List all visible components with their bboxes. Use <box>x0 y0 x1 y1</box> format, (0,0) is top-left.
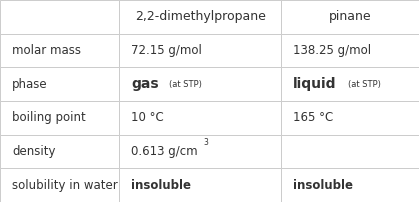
Bar <box>281 135 419 168</box>
Bar <box>281 168 419 202</box>
Bar <box>119 101 281 135</box>
Bar <box>0 0 119 34</box>
Bar <box>119 67 281 101</box>
Text: solubility in water: solubility in water <box>12 179 118 192</box>
Text: gas: gas <box>132 77 159 91</box>
Text: 0.613 g/cm: 0.613 g/cm <box>132 145 198 158</box>
Bar <box>0 101 119 135</box>
Text: 10 °C: 10 °C <box>132 111 164 124</box>
Text: (at STP): (at STP) <box>169 80 202 89</box>
Text: pinane: pinane <box>328 10 371 23</box>
Text: 138.25 g/mol: 138.25 g/mol <box>293 44 371 57</box>
Text: 2,2-dimethylpropane: 2,2-dimethylpropane <box>134 10 266 23</box>
Bar <box>281 0 419 34</box>
Bar <box>281 101 419 135</box>
Text: boiling point: boiling point <box>12 111 86 124</box>
Bar <box>119 168 281 202</box>
Bar <box>281 34 419 67</box>
Bar <box>0 135 119 168</box>
Text: 165 °C: 165 °C <box>293 111 333 124</box>
Bar <box>119 135 281 168</box>
Bar <box>119 0 281 34</box>
Text: phase: phase <box>12 78 48 91</box>
Bar <box>119 34 281 67</box>
Text: (at STP): (at STP) <box>348 80 380 89</box>
Bar <box>0 34 119 67</box>
Text: insoluble: insoluble <box>293 179 353 192</box>
Text: density: density <box>12 145 55 158</box>
Text: 72.15 g/mol: 72.15 g/mol <box>132 44 202 57</box>
Text: molar mass: molar mass <box>12 44 81 57</box>
Text: 3: 3 <box>203 138 208 147</box>
Bar <box>0 67 119 101</box>
Bar <box>281 67 419 101</box>
Bar <box>0 168 119 202</box>
Text: insoluble: insoluble <box>132 179 191 192</box>
Text: liquid: liquid <box>293 77 336 91</box>
